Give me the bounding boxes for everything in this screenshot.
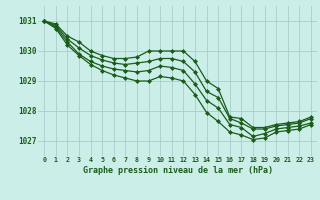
X-axis label: Graphe pression niveau de la mer (hPa): Graphe pression niveau de la mer (hPa) — [83, 166, 273, 175]
